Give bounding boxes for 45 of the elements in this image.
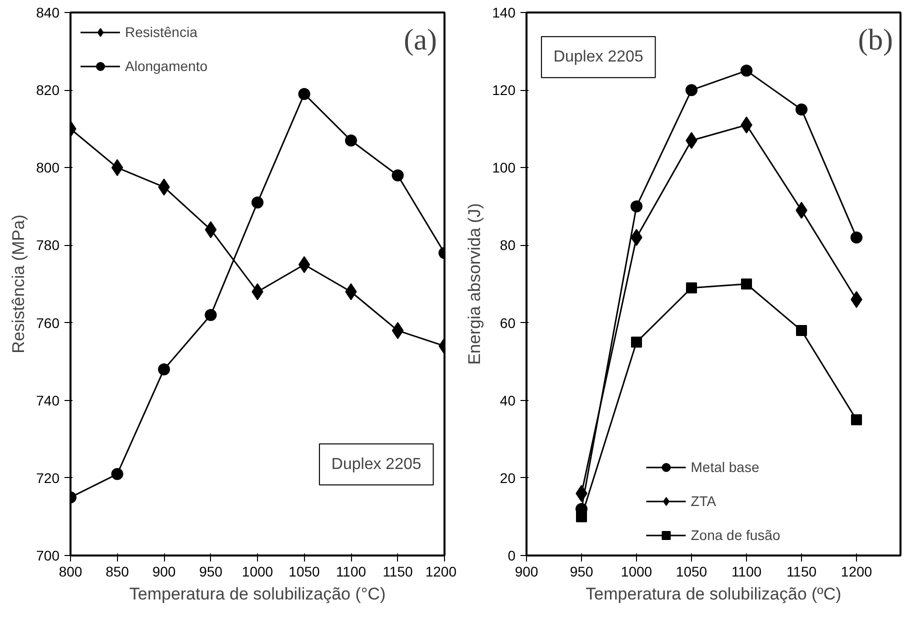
y-tick-label: 740 <box>36 392 60 408</box>
y-tick-label: 0 <box>508 548 516 564</box>
x-tick-label: 950 <box>570 564 594 580</box>
y-tick-label: 60 <box>500 314 516 331</box>
y-tick-label: 120 <box>492 82 516 98</box>
y-tick-label: 80 <box>500 237 516 254</box>
y-axis-title: Resistência (MPa) <box>9 214 28 354</box>
legend-label: Resistência <box>125 24 198 40</box>
x-tick-label: 1150 <box>786 564 817 580</box>
y-tick-label: 780 <box>36 237 60 254</box>
y-tick-label: 840 <box>36 4 60 20</box>
x-tick-label: 900 <box>514 564 538 580</box>
y-tick-label: 100 <box>492 160 516 176</box>
x-tick-label: 950 <box>199 564 223 580</box>
x-tick-label: 1200 <box>840 564 872 580</box>
x-axis-title: Temperatura de solubilização (ºC) <box>586 584 842 604</box>
x-tick-label: 1100 <box>336 564 366 580</box>
legend-label: Alongamento <box>125 58 208 74</box>
y-axis-title: Energia absorvida (J) <box>465 203 484 365</box>
annotation: (a) <box>404 23 438 56</box>
y-tick-label: 140 <box>492 4 516 20</box>
y-tick-label: 20 <box>500 470 516 486</box>
annotation: Duplex 2205 <box>331 456 422 473</box>
annotation: (b) <box>858 23 894 56</box>
x-axis-title: Temperatura de solubilização (°C) <box>129 584 386 604</box>
legend-label: Zona de fusão <box>690 527 780 543</box>
x-tick-label: 900 <box>152 564 176 580</box>
y-tick-label: 760 <box>36 314 60 331</box>
y-tick-label: 720 <box>36 470 60 486</box>
annotation: Duplex 2205 <box>553 48 644 66</box>
y-tick-label: 800 <box>36 160 60 176</box>
x-tick-label: 1050 <box>676 564 708 580</box>
x-tick-label: 1000 <box>242 564 274 580</box>
legend-label: ZTA <box>690 493 716 509</box>
x-tick-label: 1050 <box>288 564 320 580</box>
y-tick-label: 820 <box>36 82 60 98</box>
x-tick-label: 850 <box>106 564 130 580</box>
x-tick-label: 1150 <box>382 564 414 580</box>
x-tick-label: 1000 <box>620 564 652 580</box>
y-tick-label: 40 <box>500 392 516 408</box>
legend-label: Metal base <box>690 459 760 475</box>
x-tick-label: 800 <box>58 564 82 580</box>
y-tick-label: 700 <box>36 548 60 564</box>
x-tick-label: 1200 <box>425 564 457 580</box>
x-tick-label: 1100 <box>731 564 762 580</box>
